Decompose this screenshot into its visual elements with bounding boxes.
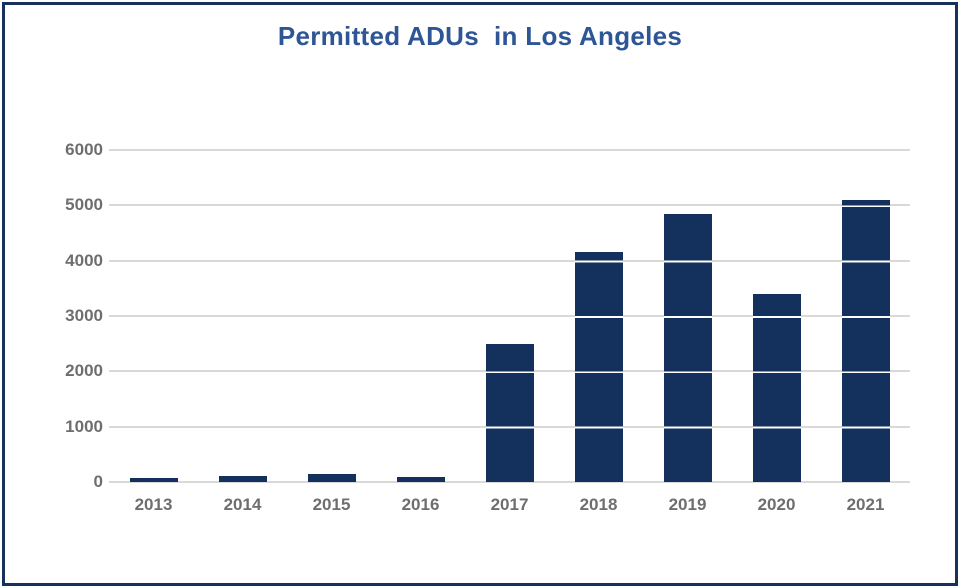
bar-2019	[663, 213, 712, 482]
gridline-3000	[109, 315, 910, 317]
gridline-0	[109, 481, 910, 483]
bar-2021	[841, 199, 890, 482]
y-tick-label-5000: 5000	[65, 195, 103, 215]
bar-2013	[129, 478, 178, 482]
gridline-6000	[109, 149, 910, 151]
bar-2014	[218, 476, 267, 482]
y-tick-label-3000: 3000	[65, 306, 103, 325]
chart-title: Permitted ADUs in Los Angeles	[277, 21, 683, 51]
x-tick-label-2019: 2019	[668, 495, 707, 514]
plot-area	[109, 149, 910, 483]
bar-2017	[485, 343, 534, 482]
y-tick-label-6000: 6000	[65, 140, 103, 159]
x-tick-label-2017: 2017	[490, 495, 529, 514]
x-tick-label-2021: 2021	[846, 495, 885, 514]
bar-2015	[307, 473, 356, 482]
bar-2020	[752, 293, 801, 482]
y-tick-label-4000: 4000	[65, 250, 103, 270]
gridline-5000	[109, 204, 910, 207]
x-tick-label-2018: 2018	[579, 495, 618, 514]
bar-2016	[396, 477, 445, 482]
y-tick-label-1000: 1000	[65, 416, 103, 436]
x-tick-label-2014: 2014	[223, 495, 262, 514]
y-tick-label-2000: 2000	[65, 361, 103, 381]
x-tick-label-2013: 2013	[134, 495, 173, 514]
gridline-4000	[109, 259, 910, 262]
x-tick-label-2015: 2015	[312, 495, 351, 514]
y-tick-label-0: 0	[93, 472, 103, 491]
x-tick-label-2016: 2016	[401, 495, 440, 514]
x-tick-label-2020: 2020	[757, 495, 796, 514]
bar-2018	[574, 252, 623, 482]
